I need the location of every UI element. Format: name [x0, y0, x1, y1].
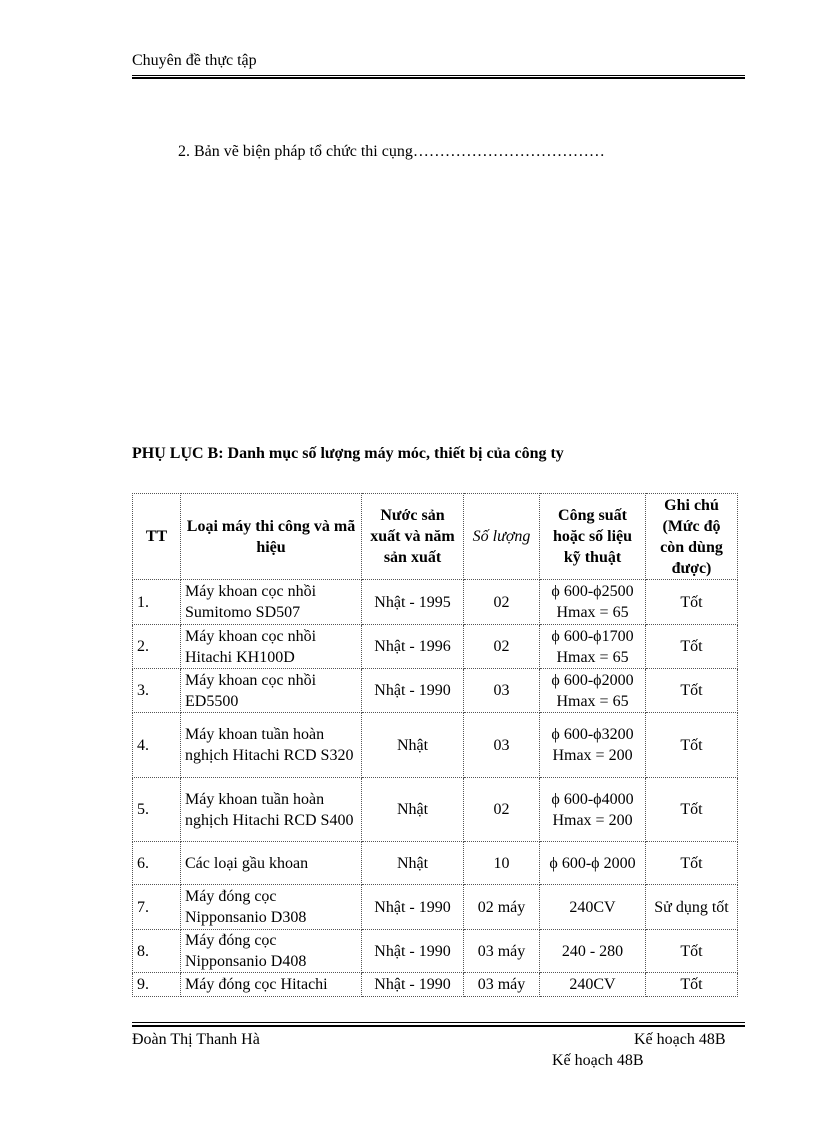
cell-machine: Máy khoan cọc nhồi Hitachi KH100D — [180, 624, 362, 669]
cell-origin: Nhật - 1990 — [361, 929, 464, 973]
section-item: 2. Bản vẽ biện pháp tổ chức thi cụng…………… — [178, 143, 605, 160]
cell-quantity: 03 máy — [463, 972, 540, 997]
col-header: Loại máy thi công và mã hiệu — [180, 493, 362, 580]
col-header: TT — [132, 493, 181, 580]
cell-machine: Máy khoan tuần hoàn nghịch Hitachi RCD S… — [180, 712, 362, 778]
cell-quantity: 03 — [463, 668, 540, 713]
cell-origin: Nhật — [361, 841, 464, 885]
cell-note: Tốt — [645, 777, 738, 842]
cell-note: Tốt — [645, 712, 738, 778]
cell-note: Tốt — [645, 972, 738, 997]
header-rule — [132, 75, 745, 76]
cell-origin: Nhật - 1990 — [361, 884, 464, 930]
cell-quantity: 03 — [463, 712, 540, 778]
cell-quantity: 02 — [463, 777, 540, 842]
table-header-row: TT Loại máy thi công và mã hiệu Nước sản… — [132, 493, 738, 580]
footer-rule-thick — [132, 1025, 745, 1027]
table-row: 4. Máy khoan tuần hoàn nghịch Hitachi RCD… — [132, 712, 738, 778]
cell-tt: 5. — [132, 777, 181, 842]
cell-note: Tốt — [645, 668, 738, 713]
cell-spec: 240CV — [539, 884, 646, 930]
cell-origin: Nhật - 1990 — [361, 972, 464, 997]
cell-note: Sử dụng tốt — [645, 884, 738, 930]
cell-tt: 6. — [132, 841, 181, 885]
cell-spec: ϕ 600-ϕ2000 Hmax = 65 — [539, 668, 646, 713]
table-row: 1. Máy khoan cọc nhồi Sumitomo SD507 Nhật … — [132, 579, 738, 625]
col-header: Số lượng — [463, 493, 540, 580]
cell-spec: 240CV — [539, 972, 646, 997]
cell-tt: 8. — [132, 929, 181, 973]
cell-tt: 1. — [132, 579, 181, 625]
col-header: Công suất hoặc số liệu kỹ thuật — [539, 493, 646, 580]
cell-origin: Nhật — [361, 712, 464, 778]
cell-machine: Máy khoan cọc nhồi Sumitomo SD507 — [180, 579, 362, 625]
table-row: 5. Máy khoan tuần hoàn nghịch Hitachi RCD… — [132, 777, 738, 842]
cell-note: Tốt — [645, 841, 738, 885]
cell-spec: 240 - 280 — [539, 929, 646, 973]
col-header: Nước sản xuất và năm sản xuất — [361, 493, 464, 580]
cell-quantity: 03 máy — [463, 929, 540, 973]
cell-quantity: 02 — [463, 579, 540, 625]
table-row: 3. Máy khoan cọc nhồi ED5500 Nhật - 1990 03… — [132, 668, 738, 713]
cell-machine: Máy khoan cọc nhồi ED5500 — [180, 668, 362, 713]
cell-tt: 3. — [132, 668, 181, 713]
cell-machine: Máy đóng cọc Nipponsanio D408 — [180, 929, 362, 973]
table-row: 9. Máy đóng cọc Hitachi Nhật - 1990 03 máy 2… — [132, 972, 738, 997]
cell-tt: 4. — [132, 712, 181, 778]
cell-quantity: 02 — [463, 624, 540, 669]
footer-class-repeat: Kế hoạch 48B — [552, 1052, 644, 1069]
cell-note: Tốt — [645, 579, 738, 625]
footer-author: Đoàn Thị Thanh Hà — [132, 1031, 260, 1048]
cell-machine: Các loại gầu khoan — [180, 841, 362, 885]
table-row: 2. Máy khoan cọc nhồi Hitachi KH100D Nhật … — [132, 624, 738, 669]
cell-tt: 9. — [132, 972, 181, 997]
cell-spec: ϕ 600-ϕ3200 Hmax = 200 — [539, 712, 646, 778]
table-row: 6. Các loại gầu khoan Nhật 10 ϕ 600-ϕ 2000 Tố… — [132, 841, 738, 885]
table-row: 8. Máy đóng cọc Nipponsanio D408 Nhật - 19… — [132, 929, 738, 973]
cell-machine: Máy đóng cọc Hitachi — [180, 972, 362, 997]
footer-rule — [132, 1022, 745, 1023]
cell-spec: ϕ 600-ϕ 2000 — [539, 841, 646, 885]
equipment-table: TT Loại máy thi công và mã hiệu Nước sản… — [132, 493, 738, 997]
table-row: 7. Máy đóng cọc Nipponsanio D308 Nhật - 19… — [132, 884, 738, 930]
cell-machine: Máy khoan tuần hoàn nghịch Hitachi RCD S… — [180, 777, 362, 842]
cell-quantity: 02 máy — [463, 884, 540, 930]
cell-spec: ϕ 600-ϕ4000 Hmax = 200 — [539, 777, 646, 842]
cell-spec: ϕ 600-ϕ2500 Hmax = 65 — [539, 579, 646, 625]
cell-origin: Nhật - 1996 — [361, 624, 464, 669]
appendix-title: PHỤ LỤC B: Danh mục số lượng máy móc, th… — [132, 445, 564, 462]
cell-machine: Máy đóng cọc Nipponsanio D308 — [180, 884, 362, 930]
cell-note: Tốt — [645, 929, 738, 973]
col-header: Ghi chú (Mức độ còn dùng được) — [645, 493, 738, 580]
cell-origin: Nhật - 1995 — [361, 579, 464, 625]
header-title: Chuyên đề thực tập — [132, 52, 257, 69]
cell-tt: 7. — [132, 884, 181, 930]
cell-spec: ϕ 600-ϕ1700 Hmax = 65 — [539, 624, 646, 669]
footer-class: Kế hoạch 48B — [634, 1031, 726, 1048]
cell-note: Tốt — [645, 624, 738, 669]
cell-quantity: 10 — [463, 841, 540, 885]
header-rule-thick — [132, 77, 745, 79]
cell-origin: Nhật — [361, 777, 464, 842]
cell-origin: Nhật - 1990 — [361, 668, 464, 713]
cell-tt: 2. — [132, 624, 181, 669]
